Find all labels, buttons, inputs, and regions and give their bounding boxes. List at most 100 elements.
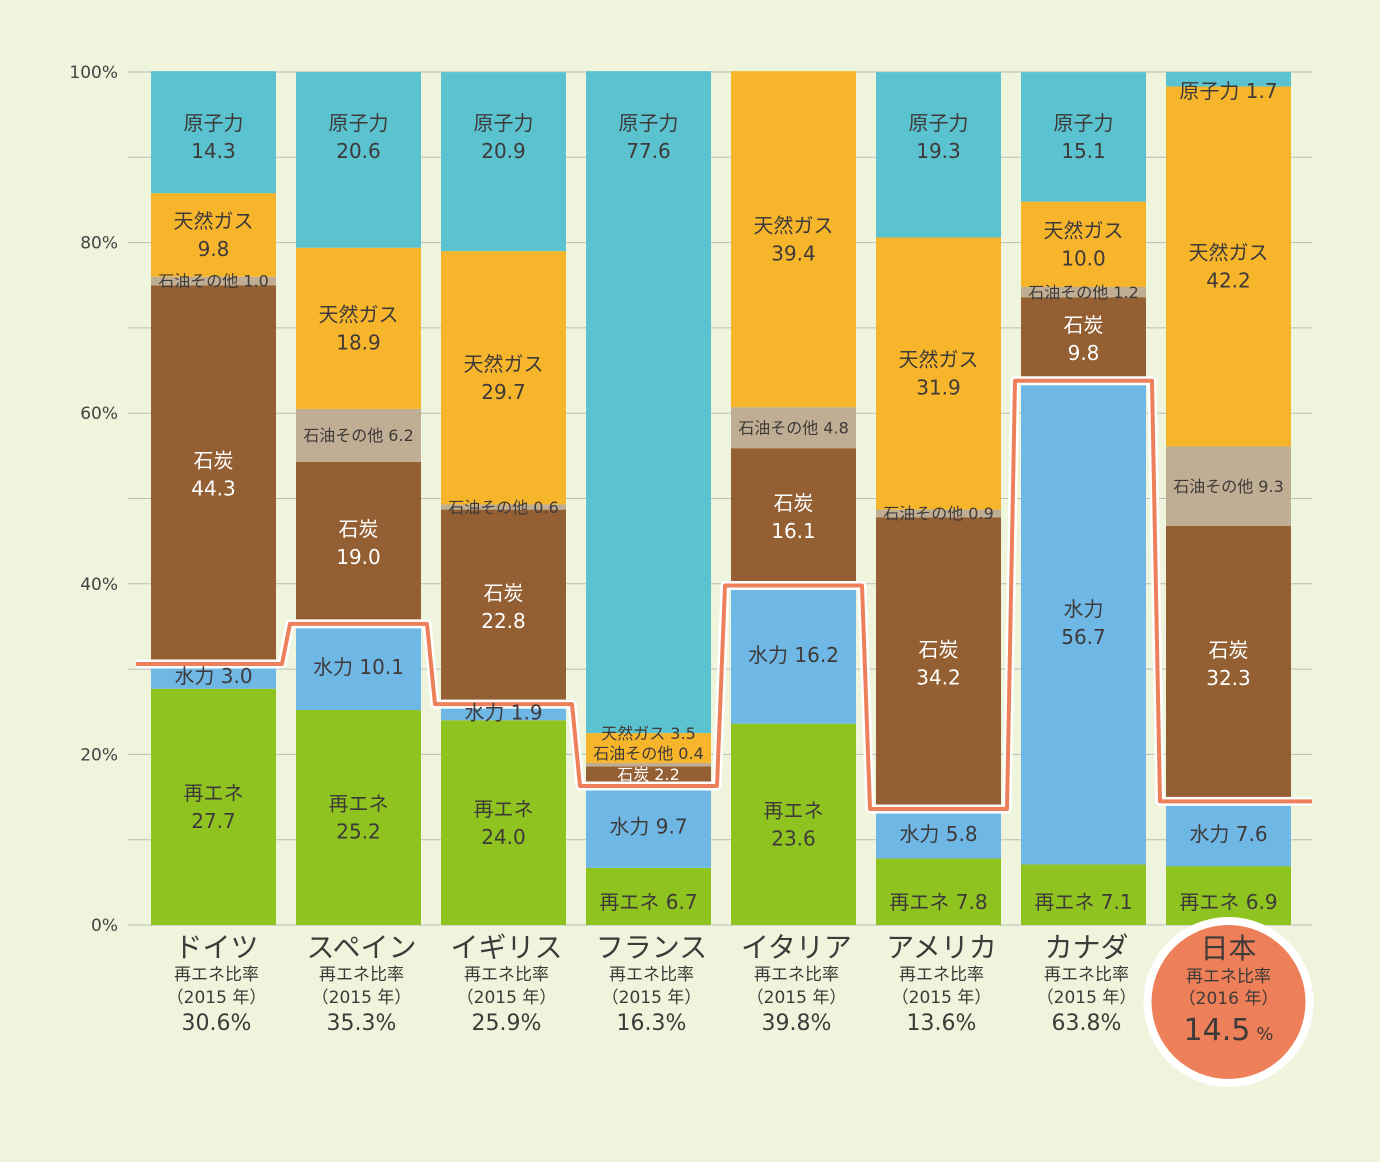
bar-segment-oil [731, 407, 856, 449]
bar-segment-gas [586, 733, 711, 763]
bar-segment-nuclear [876, 72, 1001, 238]
segment-label-renewable: 再エネ [764, 799, 824, 823]
bar-segment-hydro [876, 808, 1001, 859]
ratio-value: 13.6% [907, 1011, 977, 1036]
segment-label-hydro: 水力 9.7 [609, 815, 687, 839]
bar-segment-coal [441, 509, 566, 705]
country-name: ドイツ [174, 931, 258, 964]
ratio-year: （2015 年） [312, 988, 412, 1008]
segment-label-coal: 9.8 [1068, 341, 1100, 365]
ratio-value: 30.6% [182, 1011, 252, 1036]
segment-label-nuclear: 原子力 [1054, 111, 1114, 135]
y-tick-label: 20% [80, 745, 118, 765]
bar-segment-hydro [1021, 380, 1146, 865]
segment-label-renewable: 再エネ 7.1 [1034, 890, 1132, 914]
bar-segment-coal [1166, 525, 1291, 802]
ratio-year: （2016 年） [1179, 989, 1279, 1009]
segment-label-gas: 10.0 [1061, 247, 1106, 271]
segment-label-hydro: 水力 1.9 [464, 700, 542, 724]
bar-segment-renewable [586, 867, 711, 925]
segment-label-nuclear: 原子力 [909, 111, 969, 135]
segment-label-coal: 石炭 [484, 581, 524, 605]
segment-label-gas: 18.9 [336, 331, 381, 355]
bar-segment-renewable [296, 710, 421, 925]
segment-label-gas: 31.9 [916, 376, 961, 400]
ratio-value: 35.3% [327, 1011, 397, 1036]
segment-label-coal: 石炭 [339, 517, 379, 541]
ratio-year: （2015 年） [747, 988, 847, 1008]
bar-segment-coal [731, 448, 856, 586]
segment-label-hydro: 56.7 [1061, 625, 1106, 649]
bar-segment-gas [876, 237, 1001, 510]
bar-segment-renewable [151, 688, 276, 925]
ratio-year: （2015 年） [167, 988, 267, 1008]
ratio-year: （2015 年） [457, 988, 557, 1008]
segment-label-gas: 天然ガス 3.5 [601, 724, 696, 743]
bar-segment-oil [151, 276, 276, 286]
segment-label-renewable: 27.7 [191, 809, 236, 833]
bar-segment-oil [296, 408, 421, 462]
y-tick-label: 100% [69, 63, 118, 83]
bar-segment-hydro [1166, 801, 1291, 867]
segment-label-gas: 9.8 [198, 237, 230, 261]
segment-label-gas: 天然ガス [319, 303, 399, 327]
bars [151, 71, 1291, 925]
segment-label-nuclear: 15.1 [1061, 139, 1106, 163]
ratio-value: 14.5% [1184, 1013, 1274, 1048]
bar-segment-renewable [731, 723, 856, 925]
segment-label-nuclear: 77.6 [626, 139, 671, 163]
y-axis: 0% 20% 40% 60% 80% 100% [69, 63, 118, 936]
bar-segment-gas [731, 71, 856, 408]
segment-label-nuclear: 原子力 [619, 111, 679, 135]
bar-segment-gas [1166, 86, 1291, 447]
segment-label-nuclear: 原子力 [474, 111, 534, 135]
segment-label-hydro: 水力 16.2 [748, 643, 839, 667]
ratio-caption: 再エネ比率 [754, 965, 839, 985]
bar-segment-oil [1166, 446, 1291, 526]
segment-label-coal: 32.3 [1206, 666, 1251, 690]
y-tick-label: 0% [91, 916, 118, 936]
bar-segment-oil [1021, 286, 1146, 298]
segment-label-hydro: 水力 10.1 [313, 655, 404, 679]
bar-segment-coal [151, 285, 276, 664]
segment-label-nuclear: 原子力 1.7 [1179, 79, 1277, 103]
segment-label-nuclear: 20.9 [481, 139, 526, 163]
ratio-caption: 再エネ比率 [464, 965, 549, 985]
ratio-line [136, 378, 1312, 811]
bar-segment-coal [586, 766, 711, 786]
segment-label-gas: 天然ガス [1189, 241, 1269, 265]
bar-segment-gas [296, 247, 421, 409]
segment-label-coal: 19.0 [336, 545, 381, 569]
segment-label-coal: 石炭 [194, 448, 234, 472]
segment-label-nuclear: 原子力 [329, 111, 389, 135]
bar-segment-remainder [876, 72, 1001, 73]
country-name: カナダ [1044, 931, 1128, 964]
bar-segment-nuclear [1021, 72, 1146, 202]
country-name: アメリカ [886, 931, 997, 964]
bar-segment-hydro [586, 785, 711, 868]
segment-label-coal: 石炭 [1064, 313, 1104, 337]
bar-segment-renewable [1166, 866, 1291, 925]
segment-label-coal: 石炭 [774, 491, 814, 515]
segment-label-nuclear: 14.3 [191, 139, 236, 163]
segment-label-oil: 石油その他 0.6 [448, 498, 559, 517]
segment-label-gas: 42.2 [1206, 269, 1251, 293]
segment-label-renewable: 25.2 [336, 820, 381, 844]
ratio-caption: 再エネ比率 [319, 965, 404, 985]
segment-label-hydro: 水力 7.6 [1189, 822, 1267, 846]
ratio-value: 39.8% [762, 1011, 832, 1036]
segment-label-gas: 天然ガス [1044, 219, 1124, 243]
ratio-value: 16.3% [617, 1011, 687, 1036]
segment-label-coal: 石炭 [1209, 638, 1249, 662]
segment-label-coal: 石炭 2.2 [617, 765, 680, 784]
bar-segment-nuclear [1166, 72, 1291, 87]
segment-label-hydro: 水力 [1064, 597, 1104, 621]
ratio-year: （2015 年） [1037, 988, 1137, 1008]
ratio-caption: 再エネ比率 [899, 965, 984, 985]
segment-label-gas: 39.4 [771, 241, 816, 265]
segment-label-renewable: 再エネ [474, 797, 534, 821]
segment-label-gas: 29.7 [481, 380, 526, 404]
bar-segment-oil [441, 504, 566, 510]
